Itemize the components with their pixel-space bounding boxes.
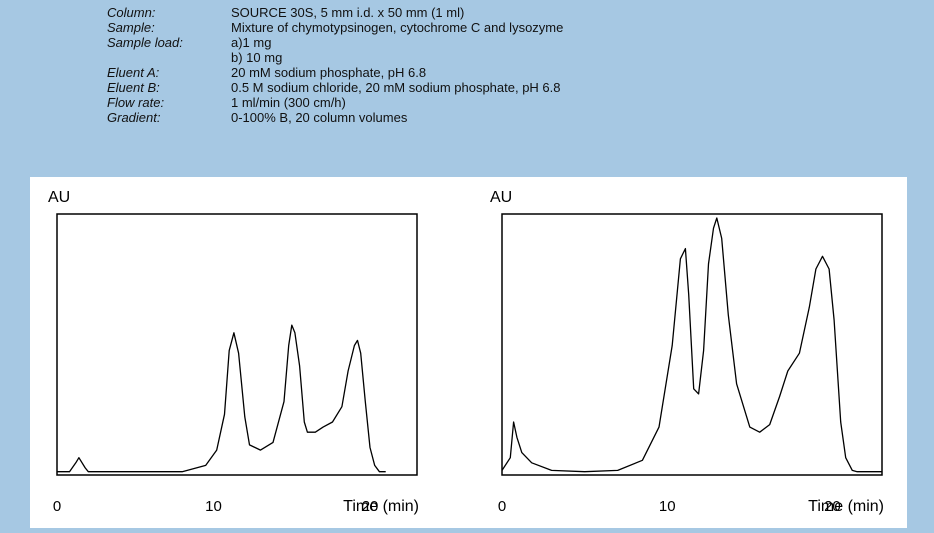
condition-label: Sample load: [107, 35, 183, 50]
condition-value: 0.5 M sodium chloride, 20 mM sodium phos… [231, 80, 561, 95]
condition-label [107, 50, 231, 65]
condition-row: Flow rate: 1 ml/min (300 cm/h) [107, 95, 563, 110]
condition-row: Sample: Mixture of chymotypsinogen, cytoc… [107, 20, 563, 35]
condition-value: 0-100% B, 20 column volumes [231, 110, 408, 125]
y-axis-label: AU [48, 189, 70, 206]
x-axis-label: Time (min) [808, 498, 884, 515]
trace-line [57, 324, 386, 473]
chart-panel: AU 0 10 20 Time (min) AU 0 10 20 Time (min) [30, 177, 907, 528]
x-tick-label: 10 [659, 498, 676, 515]
condition-value: 20 mM sodium phosphate, pH 6.8 [231, 65, 427, 80]
chromatography-conditions: Column: SOURCE 30S, 5 mm i.d. x 50 mm (1 … [107, 5, 563, 125]
condition-label: Column: [107, 5, 156, 20]
condition-value: SOURCE 30S, 5 mm i.d. x 50 mm (1 ml) [231, 5, 465, 20]
x-tick-label: 0 [498, 498, 506, 515]
x-tick-label: 20 [362, 498, 379, 515]
y-axis-label: AU [490, 189, 512, 206]
condition-label: Eluent B: [107, 80, 160, 95]
plot-frame [501, 213, 883, 476]
condition-row: b) 10 mg [107, 50, 563, 65]
plot-frame [56, 213, 418, 476]
condition-row: Sample load: a)1 mg [107, 35, 563, 50]
condition-value: b) 10 mg [231, 50, 283, 65]
condition-value: a)1 mg [231, 35, 272, 50]
condition-label: Flow rate: [107, 95, 165, 110]
x-tick-label: 0 [53, 498, 61, 515]
x-axis-label: Time (min) [343, 498, 419, 515]
condition-row: Eluent B: 0.5 M sodium chloride, 20 mM so… [107, 80, 563, 95]
condition-value: Mixture of chymotypsinogen, cytochrome C… [231, 20, 564, 35]
x-tick-label: 20 [824, 498, 841, 515]
condition-row: Gradient: 0-100% B, 20 column volumes [107, 110, 563, 125]
condition-label: Eluent A: [107, 65, 160, 80]
condition-row: Column: SOURCE 30S, 5 mm i.d. x 50 mm (1 … [107, 5, 563, 20]
condition-value: 1 ml/min (300 cm/h) [231, 95, 346, 110]
condition-label: Sample: [107, 20, 155, 35]
trace-line [501, 217, 882, 473]
x-tick-label: 10 [205, 498, 222, 515]
condition-label: Gradient: [107, 110, 161, 125]
condition-row: Eluent A: 20 mM sodium phosphate, pH 6.8 [107, 65, 563, 80]
